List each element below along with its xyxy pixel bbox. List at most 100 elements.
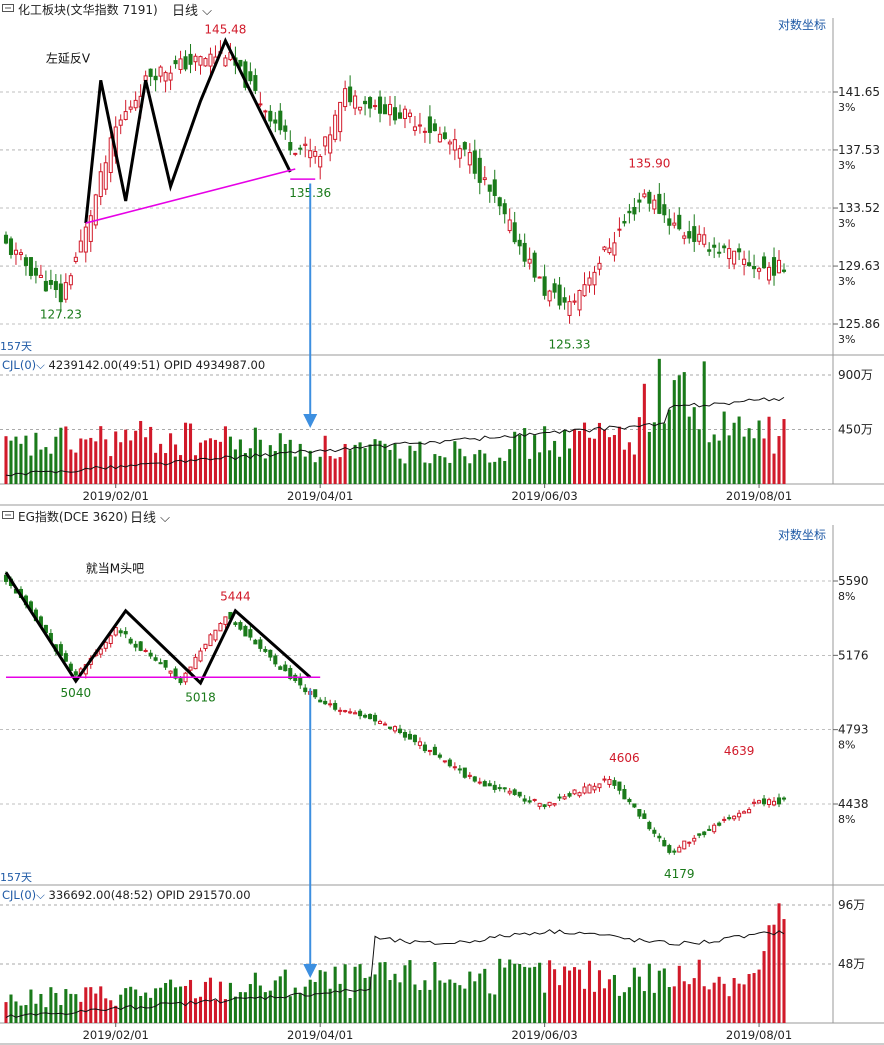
panel1-log-scale-toggle[interactable]: 对数坐标 bbox=[778, 18, 827, 32]
candle-body bbox=[143, 75, 148, 81]
volume-bar bbox=[558, 456, 562, 484]
volume-bar bbox=[757, 969, 761, 1023]
volume-bar bbox=[129, 440, 133, 484]
volume-bar bbox=[602, 988, 606, 1023]
candle-body bbox=[108, 137, 113, 173]
volume-bar bbox=[323, 971, 327, 1023]
volume-bar bbox=[617, 426, 621, 484]
panel1-period-dropdown[interactable]: 日线 ⌵ bbox=[172, 0, 212, 19]
volume-bar bbox=[518, 964, 522, 1023]
candle-body bbox=[767, 266, 772, 281]
panel1-indicator-dropdown[interactable]: CJL(0)⌵ bbox=[2, 358, 45, 372]
candle-body bbox=[567, 301, 572, 316]
candle-body bbox=[597, 783, 602, 789]
volume-bar bbox=[418, 441, 422, 484]
volume-bar bbox=[533, 435, 537, 484]
candle-body bbox=[298, 147, 303, 150]
volume-bar bbox=[622, 992, 626, 1023]
volume-bar bbox=[772, 924, 776, 1023]
candle-body bbox=[193, 656, 198, 670]
candle-body bbox=[542, 804, 547, 808]
candle-body bbox=[278, 110, 283, 131]
volume-bar bbox=[208, 977, 213, 1023]
volume-bar bbox=[59, 427, 63, 484]
volume-tick-label: 900万 bbox=[838, 368, 873, 382]
candle-body bbox=[387, 103, 393, 116]
volume-bar bbox=[338, 457, 342, 484]
candle-body bbox=[447, 759, 452, 767]
volume-bar bbox=[39, 993, 43, 1023]
candle-body bbox=[432, 123, 437, 132]
volume-bar bbox=[119, 994, 123, 1023]
candle-body bbox=[677, 214, 682, 230]
candle-body bbox=[253, 639, 258, 645]
volume-bar bbox=[193, 998, 198, 1023]
volume-bar bbox=[373, 974, 377, 1023]
candle-body bbox=[148, 652, 153, 657]
candle-body bbox=[407, 733, 412, 740]
candle-body bbox=[382, 723, 388, 726]
y-tick-label: 5176 bbox=[838, 648, 869, 662]
volume-bar bbox=[632, 454, 636, 484]
volume-bar bbox=[707, 442, 711, 484]
candle-body bbox=[482, 177, 487, 181]
panel2-log-scale-toggle[interactable]: 对数坐标 bbox=[778, 528, 827, 542]
volume-bar bbox=[89, 987, 93, 1023]
volume-bar bbox=[193, 455, 198, 484]
volume-bar bbox=[587, 437, 592, 484]
volume-bar bbox=[114, 1005, 118, 1023]
volume-bar bbox=[468, 463, 472, 484]
candle-body bbox=[318, 156, 323, 168]
candle-body bbox=[537, 802, 542, 807]
volume-bar bbox=[318, 970, 322, 1023]
candle-body bbox=[178, 58, 183, 70]
volume-bar bbox=[622, 449, 626, 484]
volume-bar bbox=[353, 966, 357, 1023]
price-extreme-label: 4179 bbox=[664, 867, 695, 881]
volume-bar bbox=[363, 448, 367, 484]
volume-bar bbox=[652, 422, 656, 484]
candle-body bbox=[118, 630, 123, 634]
panel2-volume-chart[interactable]: 96万 48万 2019/02/01 2019/04/01 2019/06/03 2019… bbox=[0, 886, 884, 1045]
candle-body bbox=[422, 744, 427, 752]
volume-bar bbox=[503, 967, 507, 1023]
panel2-price-chart[interactable]: 5590 8% 5176 4793 8% 4438 8% 就当M头吧 5444 5040 5018 4… bbox=[0, 525, 884, 886]
candle-body bbox=[208, 634, 213, 647]
volume-bar bbox=[553, 969, 557, 1023]
volume-bar bbox=[213, 439, 217, 484]
volume-bar bbox=[263, 458, 267, 484]
y-tick-label: 125.86 bbox=[838, 317, 880, 331]
volume-bar bbox=[463, 456, 467, 484]
volume-bar bbox=[662, 968, 666, 1023]
panel2-indicator-name: CJL(0) bbox=[2, 888, 37, 902]
panel2-indicator-dropdown[interactable]: CJL(0)⌵ bbox=[2, 888, 45, 902]
volume-bar bbox=[308, 979, 312, 1023]
candle-body bbox=[632, 206, 637, 215]
volume-bar bbox=[667, 409, 671, 484]
candle-body bbox=[283, 125, 288, 132]
volume-bar bbox=[498, 958, 502, 1023]
candle-body bbox=[243, 625, 248, 637]
volume-bar bbox=[278, 433, 282, 484]
chart-settings-icon[interactable] bbox=[2, 510, 14, 520]
chart-settings-icon[interactable] bbox=[2, 3, 14, 13]
candle-body bbox=[38, 274, 43, 278]
candle-body bbox=[263, 648, 268, 652]
panel1-price-chart[interactable]: 141.65 3% 137.53 3% 133.52 3% 129.63 3% 125.86 3%… bbox=[0, 18, 884, 356]
volume-bar bbox=[647, 963, 651, 1023]
volume-bar bbox=[89, 437, 93, 484]
volume-bar bbox=[218, 441, 222, 484]
x-tick-label: 2019/04/01 bbox=[287, 489, 353, 503]
volume-bar bbox=[607, 979, 611, 1023]
volume-bar bbox=[722, 411, 726, 484]
volume-bar bbox=[268, 445, 272, 484]
panel1-volume-chart[interactable]: 900万 450万 2019/02/01 2019/04/01 2019/06/03 20… bbox=[0, 356, 884, 506]
volume-bar bbox=[373, 439, 377, 484]
panel2-period-dropdown[interactable]: 日线 ⌵ bbox=[130, 507, 170, 526]
pattern-drawing bbox=[84, 37, 292, 224]
volume-bar bbox=[74, 452, 78, 484]
volume-bar bbox=[493, 461, 497, 484]
candle-body bbox=[163, 660, 168, 668]
volume-bar bbox=[747, 428, 751, 484]
candle-body bbox=[522, 798, 527, 802]
